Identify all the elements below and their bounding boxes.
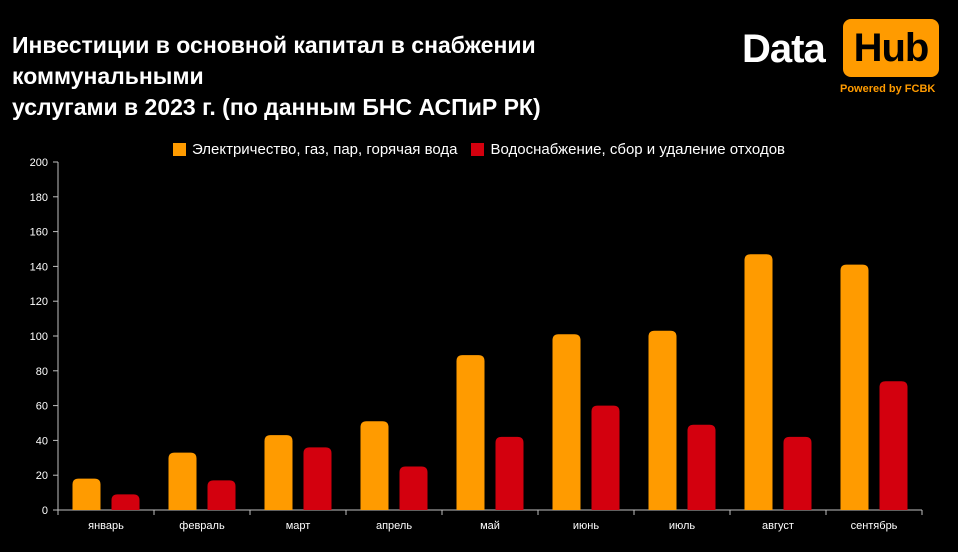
x-axis: январь февраль март апрель май июнь июль август… <box>57 509 923 532</box>
bar-series-2 <box>111 494 140 510</box>
chart-title-line-1: Инвестиции в основной капитал в снабжени… <box>12 32 536 89</box>
x-tick-label: июнь <box>573 520 599 532</box>
x-tick-label: август <box>762 520 794 532</box>
x-tick-label: май <box>480 520 500 532</box>
y-tick-label: 160 <box>30 227 48 239</box>
legend-swatch-series-1 <box>172 142 186 156</box>
x-tick-label: январь <box>88 520 124 532</box>
y-tick-label: 200 <box>30 157 48 169</box>
bar-series-1 <box>552 334 581 510</box>
y-tick-label: 180 <box>30 192 48 204</box>
legend-item-series-2: Водоснабжение, сбор и удаление отходов <box>471 141 785 158</box>
datahub-logo: Data Hub Powered by FCBK <box>742 19 940 99</box>
y-tick-label: 80 <box>36 366 48 378</box>
bar-series-1 <box>72 478 101 510</box>
bar-series-1 <box>264 435 293 510</box>
bar-series-2 <box>783 436 812 510</box>
legend-label-series-1: Электричество, газ, пар, горячая вода <box>191 140 458 158</box>
logo-word-data: Data <box>742 27 826 71</box>
bar-series-1 <box>840 264 869 510</box>
bar-series-1 <box>456 355 485 510</box>
legend-swatch-series-2 <box>471 142 485 156</box>
chart-legend: Электричество, газ, пар, горячая вода Во… <box>0 138 958 160</box>
bar-series-1 <box>168 452 197 510</box>
bar-series-2 <box>687 424 716 510</box>
x-tick-label: июль <box>669 520 696 532</box>
y-tick-label: 100 <box>30 331 48 343</box>
bar-series-2 <box>591 405 620 510</box>
bar-series-2 <box>879 381 908 510</box>
y-tick-label: 0 <box>42 505 48 517</box>
chart-title: Инвестиции в основной капитал в снабжени… <box>12 30 732 123</box>
y-tick-label: 140 <box>30 261 48 273</box>
chart-title-line-2: услугами в 2023 г. (по данным БНС АСПиР … <box>12 94 541 120</box>
y-tick-label: 60 <box>36 401 48 413</box>
bar-series-2 <box>207 480 236 510</box>
bar-series-2 <box>495 436 524 510</box>
x-tick-label: сентябрь <box>851 520 898 532</box>
x-tick-label: февраль <box>179 520 225 532</box>
y-tick-label: 120 <box>30 296 48 308</box>
bar-series-2 <box>303 447 332 510</box>
bar-series-1 <box>648 330 677 510</box>
bars <box>72 254 908 510</box>
y-axis: 0 20 40 60 80 100 120 140 160 180 200 <box>30 157 59 517</box>
logo-word-hub: Hub <box>843 19 939 77</box>
x-tick-label: апрель <box>376 520 412 532</box>
y-tick-label: 20 <box>36 470 48 482</box>
x-tick-label: март <box>286 520 311 532</box>
y-tick-label: 40 <box>36 435 48 447</box>
bar-series-1 <box>744 254 773 510</box>
bar-series-2 <box>399 466 428 510</box>
legend-item-series-1: Электричество, газ, пар, горячая вода <box>172 140 458 158</box>
logo-tagline: Powered by FCBK <box>840 83 936 95</box>
bar-series-1 <box>360 421 389 510</box>
legend-label-series-2: Водоснабжение, сбор и удаление отходов <box>490 140 786 158</box>
